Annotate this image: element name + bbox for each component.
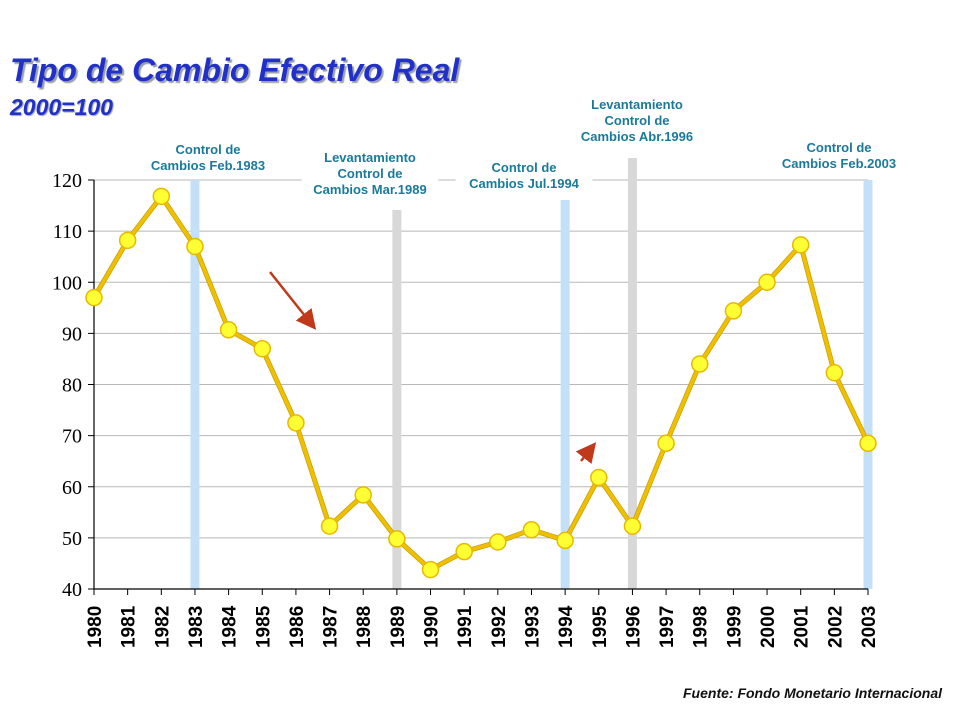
x-tick-label-1986: 1986	[287, 606, 308, 648]
trend-arrows	[269, 271, 597, 464]
series-line-path	[92, 194, 870, 572]
x-tick-label-1997: 1997	[657, 606, 678, 648]
chart-subtitle: 2000=100	[10, 94, 113, 120]
source-note: Fuente: Fondo Monetario Internacional	[683, 685, 942, 701]
annotation-line-1996-1: Control de	[605, 113, 670, 128]
data-point-1991	[455, 542, 473, 561]
data-point-1981	[118, 231, 137, 250]
annotation-backdrop-1996	[568, 96, 706, 150]
annotation-backdrop-1994	[455, 159, 593, 197]
y-tick-label-60: 60	[62, 477, 82, 499]
band-control-1994	[560, 200, 570, 589]
grid	[94, 179, 868, 539]
x-tick-label-2000: 2000	[758, 606, 779, 648]
data-point-1994	[556, 531, 574, 550]
y-tick-label-50: 50	[62, 528, 82, 550]
x-tick-label-1988: 1988	[354, 606, 375, 648]
x-tick-label-1998: 1998	[691, 606, 712, 648]
annotation-line-1989-2: Cambios Mar.1989	[313, 182, 426, 197]
x-tick-label-1981: 1981	[119, 605, 140, 648]
annotation-backdrop-1983	[139, 141, 277, 179]
data-point-1992	[489, 533, 507, 551]
data-point-1986	[287, 414, 305, 432]
data-point-1995	[590, 468, 608, 487]
x-tick-label-1999: 1999	[724, 606, 745, 648]
data-point-2000	[758, 273, 776, 291]
series-line-shadow	[91, 193, 871, 573]
band-lift-1989	[392, 210, 402, 589]
x-tick-label-1996: 1996	[623, 606, 644, 648]
annotation-line-2003-0: Control de	[807, 140, 872, 155]
data-point-1997	[657, 434, 675, 453]
x-tick-label-1983: 1983	[186, 606, 207, 648]
data-point-2003	[859, 434, 877, 453]
annotation-line-1983-1: Cambios Feb.1983	[151, 158, 265, 173]
data-point-1993	[522, 520, 541, 539]
data-points	[85, 187, 877, 579]
data-point-1998	[690, 355, 709, 373]
annotation-line-1996-2: Cambios Abr.1996	[581, 129, 693, 144]
annotation-line-1996-0: Levantamiento	[591, 97, 683, 112]
annotation-bands	[190, 158, 873, 589]
y-tick-label-120: 120	[52, 170, 82, 192]
y-tick-label-90: 90	[62, 323, 82, 345]
y-tick-label-80: 80	[62, 375, 82, 397]
band-control-1983	[190, 180, 200, 589]
data-point-1989	[388, 530, 406, 548]
axes: 40 50 60 70 80 90 100 110 120 1980 1981 1982 1983 198…	[52, 170, 880, 648]
x-tick-label-1982: 1982	[152, 606, 173, 648]
x-tick-label-1993: 1993	[522, 606, 543, 648]
annotation-line-2003-1: Cambios Feb.2003	[782, 156, 896, 171]
annotation-line-1994-1: Cambios Jul.1994	[469, 176, 580, 191]
x-tick-label-1991: 1991	[455, 605, 476, 648]
x-tick-label-1990: 1990	[422, 606, 443, 648]
x-tick-label-1995: 1995	[590, 605, 611, 648]
annotation-backdrop-2003	[770, 139, 908, 177]
series-line	[91, 193, 871, 573]
x-tick-label-1992: 1992	[489, 606, 510, 648]
x-tick-label-1980: 1980	[85, 606, 106, 648]
y-tick-label-110: 110	[53, 221, 82, 243]
annotation-line-1989-1: Control de	[338, 166, 403, 181]
annotation-line-1994-0: Control de	[492, 160, 557, 175]
data-point-1980	[85, 288, 103, 307]
y-tick-label-40: 40	[62, 579, 82, 601]
x-tick-label-2003: 2003	[859, 606, 880, 648]
data-point-1982	[152, 187, 171, 206]
x-tick-label-2001: 2001	[792, 605, 813, 648]
annotation-line-1983-0: Control de	[176, 142, 241, 157]
band-lift-1996	[627, 158, 637, 589]
data-point-2001	[791, 236, 810, 254]
data-point-1983	[186, 237, 204, 256]
y-tick-label-100: 100	[52, 272, 82, 294]
x-tick-label-1987: 1987	[321, 606, 342, 648]
band-control-2003	[863, 180, 873, 589]
x-tick-label-1989: 1989	[388, 606, 409, 648]
data-point-1987	[320, 517, 339, 535]
annotation-line-1989-0: Levantamiento	[324, 150, 416, 165]
trend-arrow-down	[269, 271, 317, 330]
x-tick-label-1985: 1985	[253, 605, 274, 648]
data-point-1985	[253, 339, 272, 358]
data-point-1984	[219, 321, 238, 339]
trend-arrow-up	[575, 442, 597, 464]
y-tick-label-70: 70	[62, 426, 82, 448]
x-tick-label-1994: 1994	[556, 605, 577, 648]
x-tick-label-2002: 2002	[825, 606, 846, 648]
data-point-1990	[421, 560, 440, 579]
data-point-1999	[724, 302, 743, 320]
chart-title: Tipo de Cambio Efectivo Real	[10, 52, 460, 88]
annotation-backdrop-1989	[301, 149, 439, 203]
data-point-1988	[354, 486, 372, 504]
data-point-2002	[825, 363, 844, 382]
x-tick-label-1984: 1984	[220, 605, 241, 648]
data-point-1996	[623, 517, 642, 535]
